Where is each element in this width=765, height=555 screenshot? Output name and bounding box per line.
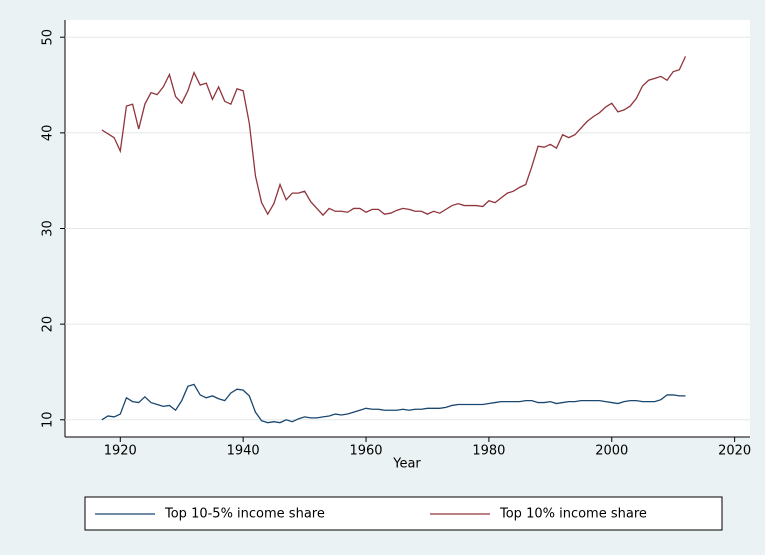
y-tick-label: 20 [41,316,56,333]
y-tick-label: 10 [41,412,56,429]
x-tick-label: 2020 [718,444,751,459]
x-tick-label: 1920 [104,444,137,459]
y-tick-label: 30 [41,220,56,237]
x-tick-label: 1940 [227,444,260,459]
x-tick-label: 2000 [595,444,628,459]
legend-label: Top 10% income share [499,507,647,522]
y-tick-label: 40 [41,125,56,142]
legend-label: Top 10-5% income share [164,507,325,522]
x-tick-label: 1960 [349,444,382,459]
x-axis-label: Year [392,457,421,472]
series-line [101,56,687,217]
legend [84,496,723,531]
series-line [101,383,686,424]
y-tick-label: 50 [41,29,56,46]
x-tick-label: 1980 [472,444,505,459]
